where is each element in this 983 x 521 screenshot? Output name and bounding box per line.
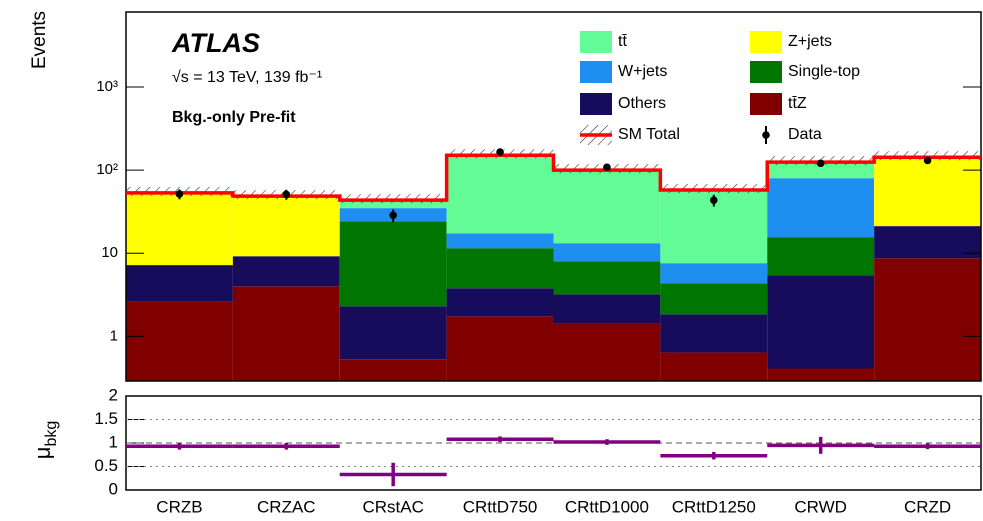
legend-swatch — [762, 131, 770, 139]
stack-segment — [339, 221, 447, 307]
annotation: Bkg.-only Pre-fit — [172, 109, 296, 126]
x-tick-label: CRWD — [794, 497, 847, 516]
stack-segment — [767, 275, 875, 369]
x-tick-label: CRttD750 — [463, 497, 538, 516]
stack-segment — [446, 233, 554, 249]
stack-segment — [553, 170, 661, 244]
y-axis-label: Events — [29, 11, 50, 69]
stack-segment — [660, 314, 768, 353]
stack-segment — [126, 192, 233, 266]
stack-segment — [874, 157, 981, 227]
legend-label: Single-top — [788, 63, 860, 80]
stack-segment — [874, 258, 981, 381]
stack-segment — [339, 359, 447, 381]
y-tick-label: 0 — [109, 479, 118, 498]
legend-label: Data — [788, 126, 822, 143]
x-tick-label: CRttD1250 — [672, 497, 756, 516]
stack-segment — [553, 323, 661, 381]
data-point — [603, 163, 611, 172]
stack-segment — [446, 316, 554, 381]
y-tick-label: 1 — [109, 432, 118, 451]
stack-segment — [232, 256, 340, 287]
mu: μ — [30, 447, 55, 460]
stack-segment — [553, 261, 661, 295]
atlas-label: ATLAS — [171, 28, 260, 58]
data-point — [496, 148, 504, 156]
stack-segment — [767, 368, 875, 381]
stack-segment — [553, 294, 661, 324]
legend-label: tt̄Z — [788, 95, 807, 112]
y-tick-label: 10² — [96, 161, 118, 178]
data-point — [389, 211, 397, 220]
stack-segment — [232, 286, 340, 381]
legend-label: SM Total — [618, 126, 680, 143]
y-tick-label: 1.5 — [94, 409, 118, 428]
stack-segment — [446, 155, 554, 234]
legend-swatch — [580, 31, 612, 53]
y-tick-label: 10 — [101, 244, 118, 261]
stack-segment — [767, 178, 875, 238]
stack-segment — [767, 162, 875, 179]
x-tick-label: CRstAC — [362, 497, 423, 516]
legend-swatch — [750, 31, 782, 53]
data-point — [175, 190, 184, 198]
x-tick-label: CRttD1000 — [565, 497, 649, 516]
stack-segment — [126, 301, 233, 381]
legend-label: Others — [618, 95, 666, 112]
stack-segment — [660, 263, 768, 284]
y-tick-label: 0.5 — [94, 456, 118, 475]
stack-segment — [660, 283, 768, 315]
data-point — [282, 190, 291, 199]
legend-label: W+jets — [618, 63, 667, 80]
legend-swatch — [580, 61, 612, 83]
legend-swatch — [750, 61, 782, 83]
mu-subscript: bkg — [43, 421, 60, 447]
data-point — [710, 196, 718, 204]
stack-segment — [446, 288, 554, 317]
stack-segment — [126, 265, 233, 302]
subtitle: √s = 13 TeV, 139 fb⁻¹ — [172, 69, 322, 86]
stack-segment — [553, 243, 661, 262]
ratio-y-axis-label: μbkg — [30, 421, 60, 459]
legend-swatch — [750, 93, 782, 115]
x-tick-label: CRZAC — [257, 497, 316, 516]
data-point — [816, 159, 825, 168]
legend-swatch — [580, 93, 612, 115]
x-tick-label: CRZB — [156, 497, 202, 516]
data-point — [923, 156, 932, 165]
legend-label: tt̄ — [618, 33, 627, 50]
stack-segment — [232, 196, 340, 257]
main-frame — [125, 11, 982, 382]
y-tick-label: 10³ — [96, 78, 118, 95]
stack-segment — [339, 200, 447, 209]
stack-segment — [767, 237, 875, 276]
stack-segment — [339, 306, 447, 360]
y-tick-label: 2 — [109, 385, 118, 404]
x-tick-label: CRZD — [904, 497, 951, 516]
legend-label: Z+jets — [788, 33, 832, 50]
y-tick-label: 1 — [110, 327, 118, 344]
stack-segment — [660, 352, 768, 381]
stack-segment — [446, 248, 554, 289]
